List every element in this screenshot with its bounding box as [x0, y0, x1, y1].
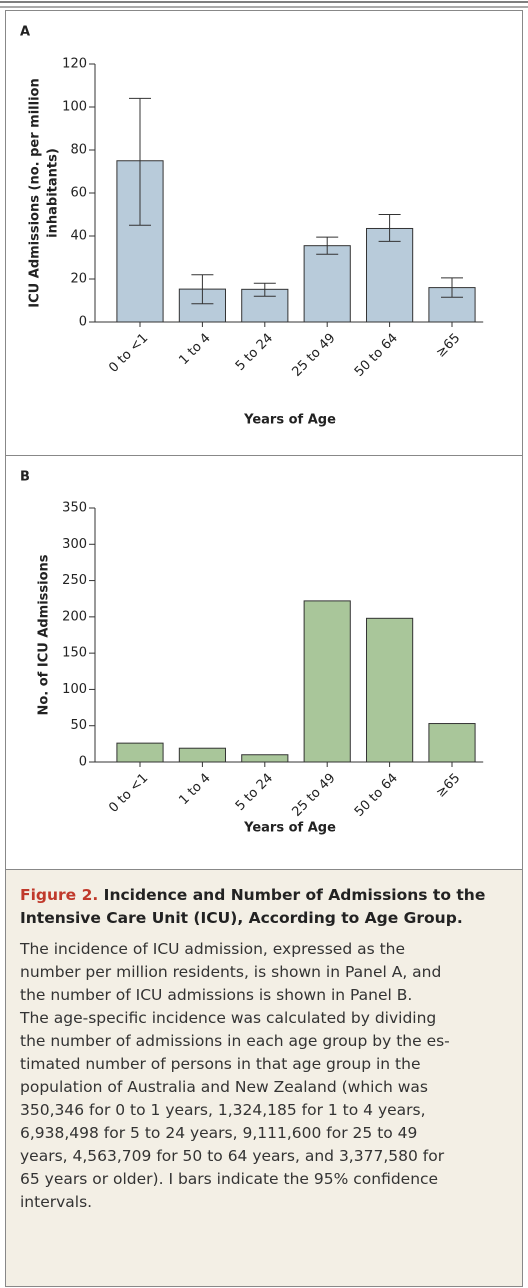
caption-label: Figure 2.: [20, 886, 99, 904]
y-tick-label: 100: [62, 100, 87, 115]
y-tick-label: 200: [62, 609, 87, 624]
x-tick-label: 5 to 24: [233, 771, 276, 814]
y-tick-label: 350: [62, 501, 87, 516]
bar: [428, 723, 476, 763]
y-tick-label: 50: [70, 718, 87, 733]
error-bar: [253, 282, 276, 297]
caption-line: intervals.: [20, 1193, 93, 1211]
caption-line: The incidence of ICU admission, expresse…: [20, 940, 406, 958]
y-tick-label: 0: [79, 315, 87, 330]
y-axis-label: No. of ICU Admissions: [37, 554, 52, 715]
y-axis-label: ICU Admissions (no. per million: [28, 78, 43, 307]
panel-frame: [5, 455, 523, 870]
x-tick-label: 50 to 64: [352, 771, 401, 820]
x-tick-label: ≥65: [433, 771, 463, 801]
caption-line: 65 years or older). I bars indicate the …: [20, 1170, 439, 1188]
x-tick-label: 0 to <1: [106, 331, 151, 376]
caption-title: Figure 2. Incidence and Number of Admiss…: [20, 884, 508, 930]
y-tick-label: 120: [62, 57, 87, 72]
y-tick-label: 250: [62, 573, 87, 588]
bar: [303, 245, 351, 323]
caption-line: years, 4,563,709 for 50 to 64 years, and…: [20, 1147, 445, 1165]
caption-line: population of Australia and New Zealand …: [20, 1078, 429, 1096]
caption-line: the number of ICU admissions is shown in…: [20, 986, 413, 1004]
bar: [366, 617, 414, 763]
x-axis-label: Years of Age: [243, 413, 336, 428]
caption-title-line: Incidence and Number of Admissions to th…: [103, 886, 486, 904]
y-axis-label: inhabitants): [46, 148, 61, 238]
bar: [178, 747, 226, 763]
chart: A 0 20 40 60 80 100 120 ICU Admissions (no. per …: [0, 1, 528, 870]
y-tick-label: 100: [62, 682, 87, 697]
y-tick-label: 60: [70, 186, 87, 201]
error-bar: [378, 214, 401, 242]
error-bar: [316, 236, 339, 255]
panel-label: A: [20, 25, 30, 40]
bar: [241, 754, 289, 763]
caption-line: 6,938,498 for 5 to 24 years, 9,111,600 f…: [20, 1124, 418, 1142]
x-tick-label: 0 to <1: [106, 771, 151, 816]
x-tick-label: 50 to 64: [352, 331, 401, 380]
y-tick-label: 0: [79, 755, 87, 770]
caption-line: The age-specific incidence was calculate…: [20, 1009, 437, 1027]
y-tick-label: 40: [70, 229, 87, 244]
bar: [116, 742, 164, 763]
caption-title-line: Intensive Care Unit (ICU), According to …: [20, 909, 463, 927]
y-tick-label: 150: [62, 646, 87, 661]
bar: [366, 227, 414, 323]
panel-label: B: [20, 470, 30, 485]
caption-line: timated number of persons in that age gr…: [20, 1055, 421, 1073]
x-tick-label: ≥65: [433, 331, 463, 361]
error-bar: [191, 274, 214, 305]
y-tick-label: 300: [62, 537, 87, 552]
error-bar: [129, 97, 151, 226]
caption-body: The incidence of ICU admission, expresse…: [20, 938, 508, 1214]
bar: [303, 600, 351, 763]
y-tick-label: 80: [70, 143, 87, 158]
caption: Figure 2. Incidence and Number of Admiss…: [5, 870, 523, 1287]
x-tick-label: 25 to 49: [289, 771, 338, 820]
x-tick-label: 25 to 49: [289, 331, 338, 380]
caption-line: 350,346 for 0 to 1 years, 1,324,185 for …: [20, 1101, 426, 1119]
x-tick-label: 5 to 24: [233, 331, 276, 374]
y-tick-label: 20: [70, 272, 87, 287]
caption-line: the number of admissions in each age gro…: [20, 1032, 450, 1050]
x-axis-label: Years of Age: [243, 821, 336, 836]
x-tick-label: 1 to 4: [176, 771, 213, 808]
error-bar: [441, 277, 463, 298]
x-tick-label: 1 to 4: [176, 331, 213, 368]
caption-line: number per million residents, is shown i…: [20, 963, 442, 981]
